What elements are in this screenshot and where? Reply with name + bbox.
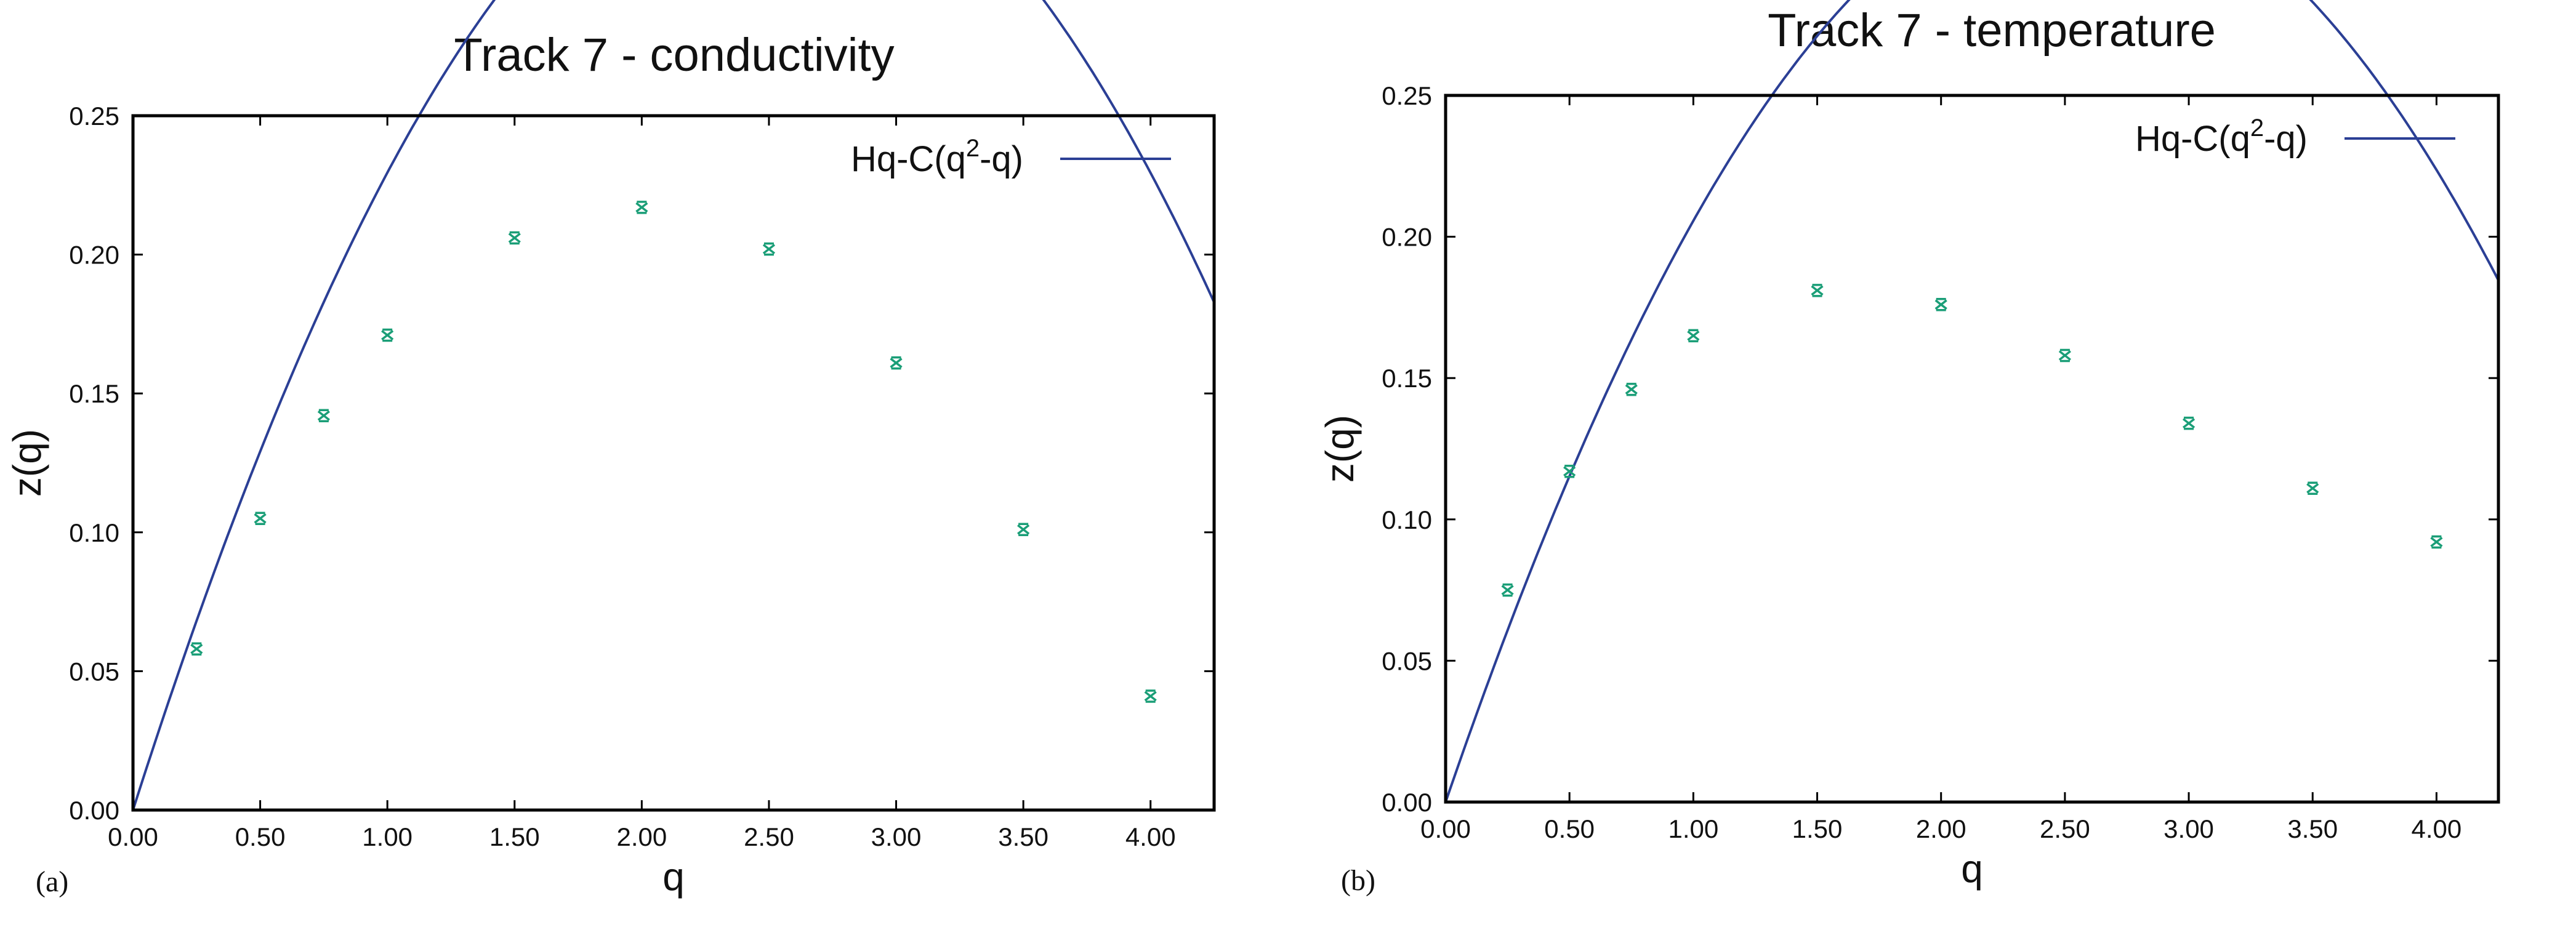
data-point	[1144, 689, 1157, 703]
x-tick-label: 4.00	[1125, 822, 1176, 851]
y-tick-label: 0.20	[1382, 223, 1432, 252]
y-tick-label: 0.00	[69, 796, 119, 825]
chart-title: Track 7 - conductivity	[454, 29, 894, 81]
plot-frame	[131, 114, 1216, 812]
data-point-stroke	[890, 358, 903, 368]
panel-a: Track 7 - conductivity 0.00 0.50 1.00 1.50 2…	[5, 0, 1216, 899]
data-point	[762, 242, 776, 256]
data-point	[2058, 348, 2071, 363]
x-axis-label: q	[662, 854, 685, 899]
data-point	[381, 328, 394, 342]
x-tick-label: 1.50	[1792, 814, 1843, 843]
data-point-stroke	[762, 244, 776, 254]
data-point	[1934, 298, 1947, 311]
x-tick-label: 2.00	[1916, 814, 1966, 843]
data-point	[1811, 284, 1824, 297]
y-tick-label: 0.05	[1382, 646, 1432, 675]
x-tick-label: 2.50	[744, 822, 794, 851]
data-point	[1563, 464, 1576, 478]
axis-ticks: 0.00 0.50 1.00 1.50 2.00 2.50 3.00 3.50 4.00 0.00…	[1382, 81, 2498, 843]
data-point-stroke	[1687, 330, 1700, 341]
y-tick-label: 0.10	[1382, 505, 1432, 534]
y-tick-label: 0.25	[1382, 81, 1432, 110]
x-tick-label: 0.00	[108, 822, 158, 851]
fit-curve-line	[132, 0, 1215, 811]
legend-label: Hq-C(q2-q)	[851, 135, 1023, 179]
x-tick-label: 4.00	[2412, 814, 2462, 843]
x-tick-label: 2.50	[2040, 814, 2090, 843]
data-point-stroke	[1017, 524, 1030, 535]
data-point-stroke	[1563, 466, 1576, 477]
y-tick-label: 0.05	[69, 657, 119, 686]
x-tick-label: 2.00	[616, 822, 667, 851]
y-axis-label: z(q)	[5, 429, 49, 497]
data-point	[1687, 329, 1700, 343]
x-tick-label: 1.50	[489, 822, 540, 851]
x-tick-label: 0.50	[235, 822, 286, 851]
x-tick-label: 0.50	[1544, 814, 1595, 843]
fit-curve-line	[1444, 0, 2500, 803]
data-point-stroke	[2058, 350, 2071, 361]
x-tick-label: 1.00	[362, 822, 413, 851]
y-tick-label: 0.10	[69, 518, 119, 547]
y-tick-label: 0.00	[1382, 788, 1432, 817]
data-point-stroke	[1144, 691, 1157, 702]
data-point	[890, 356, 903, 370]
legend: Hq-C(q2-q)	[2135, 114, 2455, 159]
chart-title: Track 7 - temperature	[1768, 4, 2216, 57]
x-axis-label: q	[1961, 846, 1983, 891]
data-point	[317, 409, 330, 423]
data-point-stroke	[317, 410, 330, 421]
y-tick-label: 0.15	[69, 379, 119, 408]
panel-label: (a)	[36, 865, 68, 898]
x-tick-label: 3.00	[871, 822, 922, 851]
plot-frame	[1444, 94, 2500, 804]
data-point	[508, 231, 521, 245]
x-tick-label: 3.00	[2163, 814, 2214, 843]
x-tick-label: 3.50	[998, 822, 1049, 851]
data-point	[635, 201, 648, 214]
y-tick-label: 0.25	[69, 102, 119, 130]
data-point-stroke	[254, 513, 267, 524]
data-point	[2430, 535, 2443, 549]
x-tick-label: 1.00	[1668, 814, 1718, 843]
data-point	[1017, 523, 1030, 537]
data-point-stroke	[2430, 537, 2443, 547]
data-point	[1625, 382, 1638, 396]
data-point	[1501, 583, 1514, 597]
data-point	[254, 512, 267, 525]
data-point-stroke	[1501, 585, 1514, 595]
panel-b: Track 7 - temperature 0.00 0.50 1.00 1.50 2.…	[1318, 0, 2500, 897]
y-tick-label: 0.20	[69, 241, 119, 270]
data-point-stroke	[381, 330, 394, 340]
y-axis-label: z(q)	[1318, 415, 1362, 483]
data-point	[190, 642, 203, 656]
legend-label: Hq-C(q2-q)	[2135, 114, 2308, 159]
x-tick-label: 0.00	[1420, 814, 1471, 843]
axis-ticks: 0.00 0.50 1.00 1.50 2.00 2.50 3.00 3.50 4.00 0.00…	[69, 102, 1214, 851]
data-point-stroke	[2182, 418, 2196, 429]
x-tick-label: 3.50	[2287, 814, 2338, 843]
data-point-stroke	[1625, 384, 1638, 395]
data-point	[2182, 416, 2196, 430]
data-point-stroke	[1811, 285, 1824, 296]
plot-area	[132, 0, 1215, 811]
data-point	[2306, 481, 2319, 496]
data-point-stroke	[1934, 299, 1947, 310]
data-point-stroke	[190, 643, 203, 654]
plot-area	[1444, 0, 2500, 803]
panel-label: (b)	[1341, 864, 1375, 897]
legend: Hq-C(q2-q)	[851, 135, 1171, 179]
y-tick-label: 0.15	[1382, 364, 1432, 393]
data-point-stroke	[508, 233, 521, 243]
data-point-stroke	[635, 202, 648, 213]
data-point-stroke	[2306, 483, 2319, 494]
